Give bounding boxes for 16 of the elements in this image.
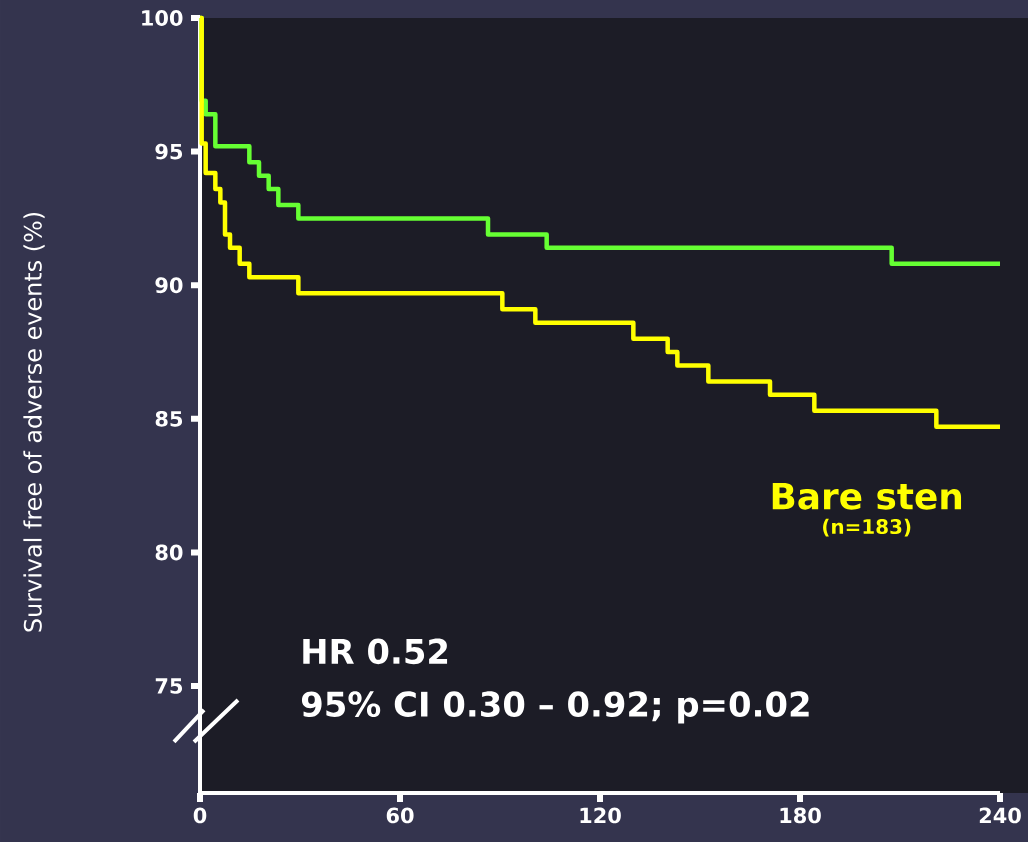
y-tick-label: 90: [155, 277, 183, 294]
annotation: 95% CI 0.30 – 0.92; p=0.02: [301, 691, 809, 724]
y-tick-label: 80: [155, 544, 183, 561]
x-tick-label: 120: [580, 807, 621, 824]
x-tick-label: 240: [979, 807, 1021, 824]
y-axis-title: Survival free of adverse events (%): [23, 212, 45, 632]
y-tick-label: 85: [155, 410, 183, 427]
x-tick-label: 0: [193, 807, 207, 824]
x-tick-label: 180: [780, 807, 821, 824]
x-tick-label: 60: [386, 807, 414, 824]
annotation: (n=183): [823, 518, 911, 537]
annotation: HR 0.52: [303, 638, 448, 665]
y-tick-label: 100: [142, 10, 183, 26]
y-tick-label: 75: [155, 678, 183, 694]
series-label: Bare sten: [772, 483, 962, 510]
y-tick-label: 95: [155, 143, 183, 160]
